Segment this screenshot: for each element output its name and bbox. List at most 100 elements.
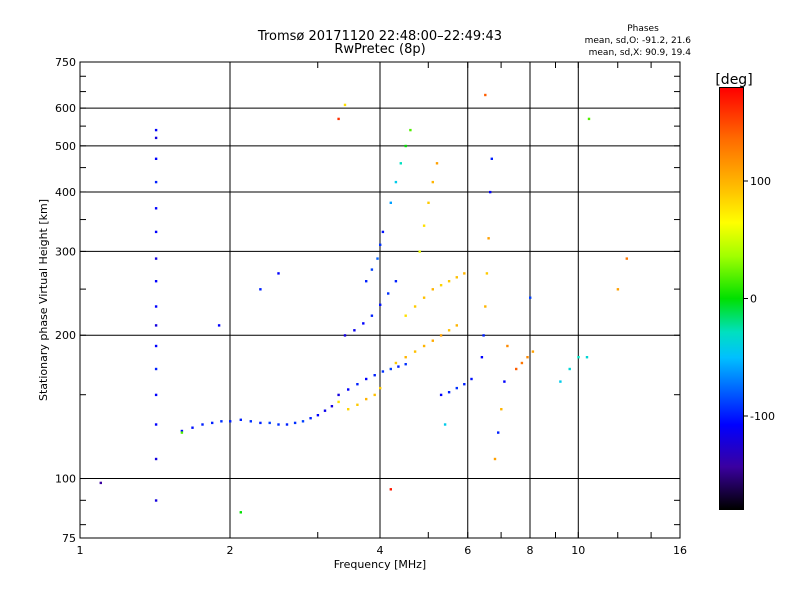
colorbar-tick-label: 100 [750, 175, 771, 188]
y-tick-label: 750 [55, 56, 76, 69]
data-point [447, 329, 451, 332]
data-point [520, 361, 524, 365]
x-tick-label: 1 [77, 544, 84, 557]
data-point [387, 292, 390, 295]
data-point [587, 117, 591, 121]
data-point [343, 334, 347, 337]
data-point [154, 393, 158, 397]
data-point [277, 423, 280, 426]
data-point [455, 386, 458, 390]
y-tick-label: 400 [55, 186, 76, 199]
data-point [526, 356, 529, 359]
chart-title: Tromsø 20171120 22:48:00–22:49:43 [257, 29, 502, 44]
stats-header: Phases [627, 24, 659, 34]
data-point [489, 190, 492, 194]
data-point [370, 268, 374, 271]
data-point [484, 93, 487, 97]
data-point [277, 272, 280, 275]
data-point [365, 377, 368, 381]
data-point [229, 420, 232, 423]
data-point [404, 314, 407, 317]
data-point [373, 374, 376, 377]
data-point [309, 417, 312, 420]
x-tick-label: 2 [227, 544, 234, 557]
data-point [154, 305, 158, 308]
data-point [404, 144, 407, 148]
data-point [356, 403, 359, 406]
data-point [431, 288, 434, 291]
data-point [487, 237, 490, 240]
data-point [439, 334, 443, 337]
data-point [154, 367, 158, 371]
data-point [470, 377, 473, 381]
y-tick-label: 200 [55, 329, 76, 342]
data-point [259, 421, 262, 425]
data-point [362, 322, 365, 325]
data-point [482, 334, 485, 337]
axis-ticks [79, 62, 681, 538]
data-point [154, 457, 158, 461]
data-point [463, 272, 466, 275]
x-tick-label: 4 [377, 544, 384, 557]
data-point [337, 400, 340, 404]
data-point [347, 408, 350, 411]
data-point [531, 350, 535, 353]
data-point [217, 324, 221, 327]
data-point [356, 383, 359, 386]
data-point [413, 305, 417, 308]
data-point [568, 367, 571, 371]
data-point [427, 201, 430, 204]
data-point [493, 457, 497, 461]
data-point [394, 280, 398, 283]
stats-o-line: mean, sd,O: -91.2, 21.6 [585, 36, 692, 46]
data-point [418, 250, 421, 253]
data-point [439, 284, 443, 287]
data-point [404, 363, 407, 366]
data-point [422, 224, 426, 227]
data-point [285, 423, 289, 426]
data-point [484, 305, 487, 308]
data-point [389, 367, 392, 371]
data-point [625, 257, 628, 260]
data-point [394, 361, 398, 365]
data-point [154, 180, 158, 184]
y-tick-label: 600 [55, 102, 76, 115]
grid-lines [80, 62, 680, 538]
data-point [431, 180, 434, 184]
data-point [154, 136, 158, 140]
x-tick-label: 16 [673, 544, 687, 557]
data-point [585, 356, 589, 359]
data-point [220, 420, 223, 423]
chart-subtitle: RwPretec (8p) [334, 42, 425, 57]
data-point [154, 324, 158, 327]
data-point [515, 367, 518, 371]
data-point [490, 157, 493, 160]
data-point [439, 393, 443, 397]
data-point [365, 280, 368, 283]
data-point [480, 356, 484, 359]
data-point [577, 356, 580, 359]
data-point [353, 329, 356, 332]
data-point [503, 380, 506, 383]
data-point [249, 420, 252, 423]
data-point [409, 128, 412, 132]
data-point [154, 128, 158, 132]
data-point [389, 488, 392, 491]
data-points [99, 93, 628, 514]
data-point [381, 230, 385, 234]
data-point [435, 162, 439, 165]
y-tick-label: 100 [55, 473, 76, 486]
data-point [293, 421, 297, 425]
data-point [506, 344, 509, 348]
data-point [376, 257, 379, 260]
data-point [497, 431, 500, 434]
data-point [99, 481, 102, 485]
data-point [381, 370, 385, 373]
data-point [455, 276, 458, 279]
stats-x-line: mean, sd,X: 90.9, 19.4 [589, 48, 692, 58]
data-point [616, 288, 620, 291]
data-point [379, 303, 382, 306]
data-point [347, 388, 350, 391]
data-point [443, 423, 447, 426]
x-tick-label: 6 [464, 544, 471, 557]
